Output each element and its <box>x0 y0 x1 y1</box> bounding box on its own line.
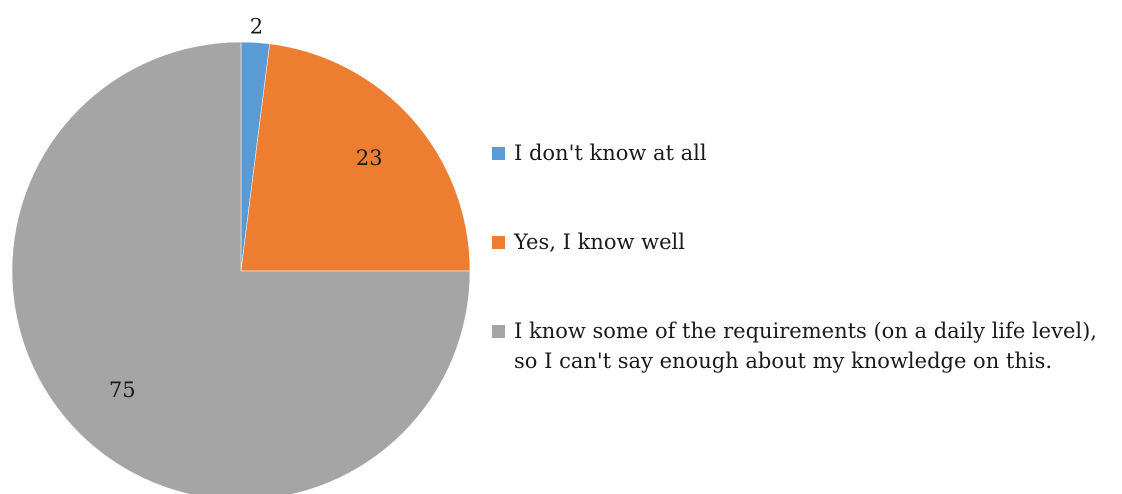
legend-label-know-some: I know some of the requirements (on a da… <box>514 319 1097 373</box>
legend-item-know-well: Yes, I know well <box>492 227 1102 257</box>
legend-label-know-well: Yes, I know well <box>514 230 685 254</box>
legend-item-dont-know: I don't know at all <box>492 138 1102 168</box>
legend-swatch-dont-know <box>492 147 505 160</box>
legend: I don't know at all Yes, I know well I k… <box>492 138 1102 435</box>
pie-slices <box>11 41 471 494</box>
data-label-know-some: 75 <box>109 378 136 402</box>
pie-data-labels: 2 23 75 <box>109 15 383 402</box>
pie-slice-know-well <box>240 43 471 272</box>
legend-swatch-know-well <box>492 236 505 249</box>
data-label-know-well: 23 <box>356 146 383 170</box>
pie-slice-know-some <box>11 41 471 494</box>
data-label-dont-know: 2 <box>250 15 263 39</box>
legend-swatch-know-some <box>492 325 505 338</box>
legend-item-know-some: I know some of the requirements (on a da… <box>492 316 1102 376</box>
legend-label-dont-know: I don't know at all <box>514 141 707 165</box>
